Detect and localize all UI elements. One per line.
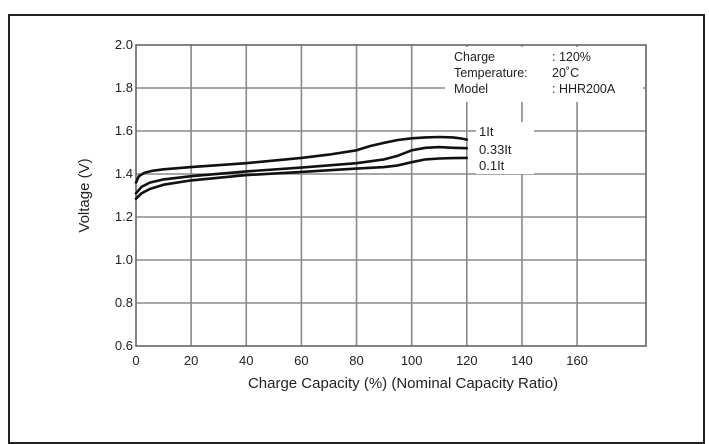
voltage-chart: Charge : 120% Temperature: 20˚C Model : HHR20… (76, 37, 647, 392)
x-tick-label: 140 (511, 353, 533, 368)
y-tick-label: 1.4 (115, 166, 133, 181)
info-value: : 120% (552, 50, 591, 64)
y-tick-label: 1.6 (115, 123, 133, 138)
x-tick-labels: 0 20 40 60 80 100 120 140 160 (132, 353, 588, 368)
y-tick-labels: 0.6 0.8 1.0 1.2 1.4 1.6 1.8 2.0 (115, 37, 133, 353)
series-label: 1It (479, 124, 494, 139)
x-tick-label: 0 (132, 353, 139, 368)
x-tick-label: 20 (184, 353, 198, 368)
y-tick-label: 1.8 (115, 80, 133, 95)
x-tick-label: 40 (239, 353, 253, 368)
plot-border (135, 44, 647, 347)
grid (136, 45, 646, 346)
x-tick-label: 80 (349, 353, 363, 368)
x-tick-label: 100 (401, 353, 423, 368)
info-label: Charge (454, 50, 495, 64)
series-line-0_33It (134, 145, 469, 195)
info-box: Charge : 120% Temperature: 20˚C Model : HHR20… (445, 47, 643, 102)
info-value: : HHR200A (552, 82, 616, 96)
x-axis-label: Charge Capacity (%) (Nominal Capacity Ra… (248, 375, 558, 392)
y-tick-label: 0.8 (115, 295, 133, 310)
x-tick-label: 160 (566, 353, 588, 368)
y-tick-label: 0.6 (115, 338, 133, 353)
x-tick-label: 60 (294, 353, 308, 368)
info-label: Model (454, 82, 488, 96)
y-tick-label: 2.0 (115, 37, 133, 52)
series-labels-background (476, 122, 534, 174)
series-label: 0.1It (479, 158, 505, 173)
x-tick-label: 120 (456, 353, 478, 368)
series-line-1It (134, 135, 469, 184)
series-label: 0.33It (479, 142, 512, 157)
info-box-background (445, 47, 643, 102)
y-tick-label: 1.2 (115, 209, 133, 224)
info-value: 20˚C (552, 66, 579, 80)
series-lines (134, 135, 469, 200)
series-line-0_1It (134, 156, 469, 200)
y-tick-label: 1.0 (115, 252, 133, 267)
info-label: Temperature: (454, 66, 528, 80)
y-axis-label: Voltage (V) (76, 158, 93, 232)
